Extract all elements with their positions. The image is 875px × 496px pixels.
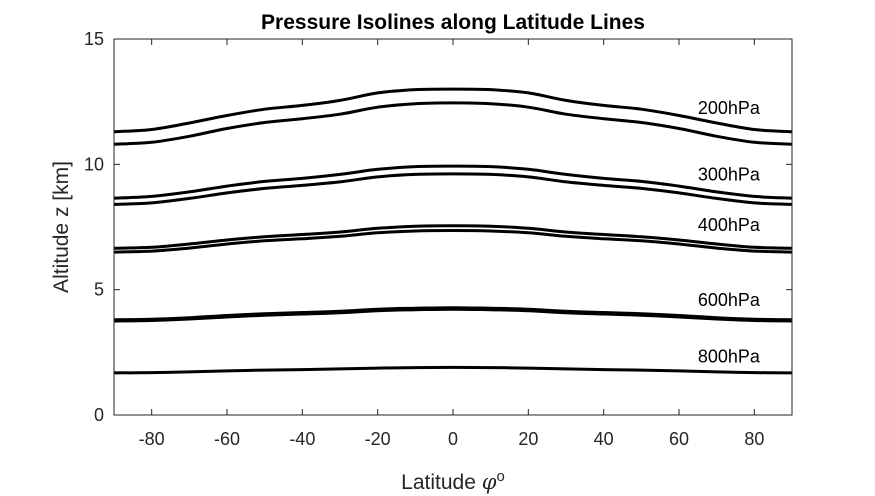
isoline-1 (113, 87, 793, 134)
x-tick-label: -40 (289, 429, 315, 449)
pressure-label-4: 600hPa (698, 290, 761, 310)
x-axis-label-symbol: φ (482, 470, 497, 494)
x-tick-label: -60 (214, 429, 240, 449)
isoline-9 (113, 365, 793, 375)
isoline-5 (113, 224, 793, 250)
pressure-label-3: 400hPa (698, 215, 761, 235)
x-tick-label: -80 (139, 429, 165, 449)
y-ticks: 0 5 10 15 (84, 29, 792, 425)
y-tick-label: 5 (94, 280, 104, 300)
y-axis-label: Altitude z [km] (50, 161, 73, 293)
chart-title: Pressure Isolines along Latitude Lines (261, 11, 645, 34)
isoline-3 (113, 164, 793, 200)
isoline-6 (113, 228, 793, 254)
isoline-2 (113, 101, 793, 146)
y-tick-label: 0 (94, 405, 104, 425)
pressure-label-5: 800hPa (698, 346, 761, 366)
y-tick-label: 10 (84, 154, 104, 174)
x-axis-label: Latitude φo (401, 468, 505, 494)
plot-lines (113, 87, 793, 375)
x-tick-label: 40 (594, 429, 614, 449)
x-axis-label-text: Latitude (401, 471, 482, 494)
x-tick-label: 60 (669, 429, 689, 449)
x-tick-label: 80 (744, 429, 764, 449)
isoline-4 (113, 172, 793, 206)
x-axis-label-superscript: o (496, 468, 504, 485)
annotations: 200hPa 300hPa 400hPa 600hPa 800hPa (698, 98, 761, 366)
y-tick-label: 15 (84, 29, 104, 49)
pressure-label-2: 300hPa (698, 165, 761, 185)
x-tick-label: 20 (518, 429, 538, 449)
x-ticks: -80 -60 -40 -20 0 20 40 60 80 (139, 39, 764, 449)
isoline-8 (113, 307, 793, 323)
x-tick-label: 0 (448, 429, 458, 449)
x-tick-label: -20 (365, 429, 391, 449)
pressure-label-1: 200hPa (698, 98, 761, 118)
